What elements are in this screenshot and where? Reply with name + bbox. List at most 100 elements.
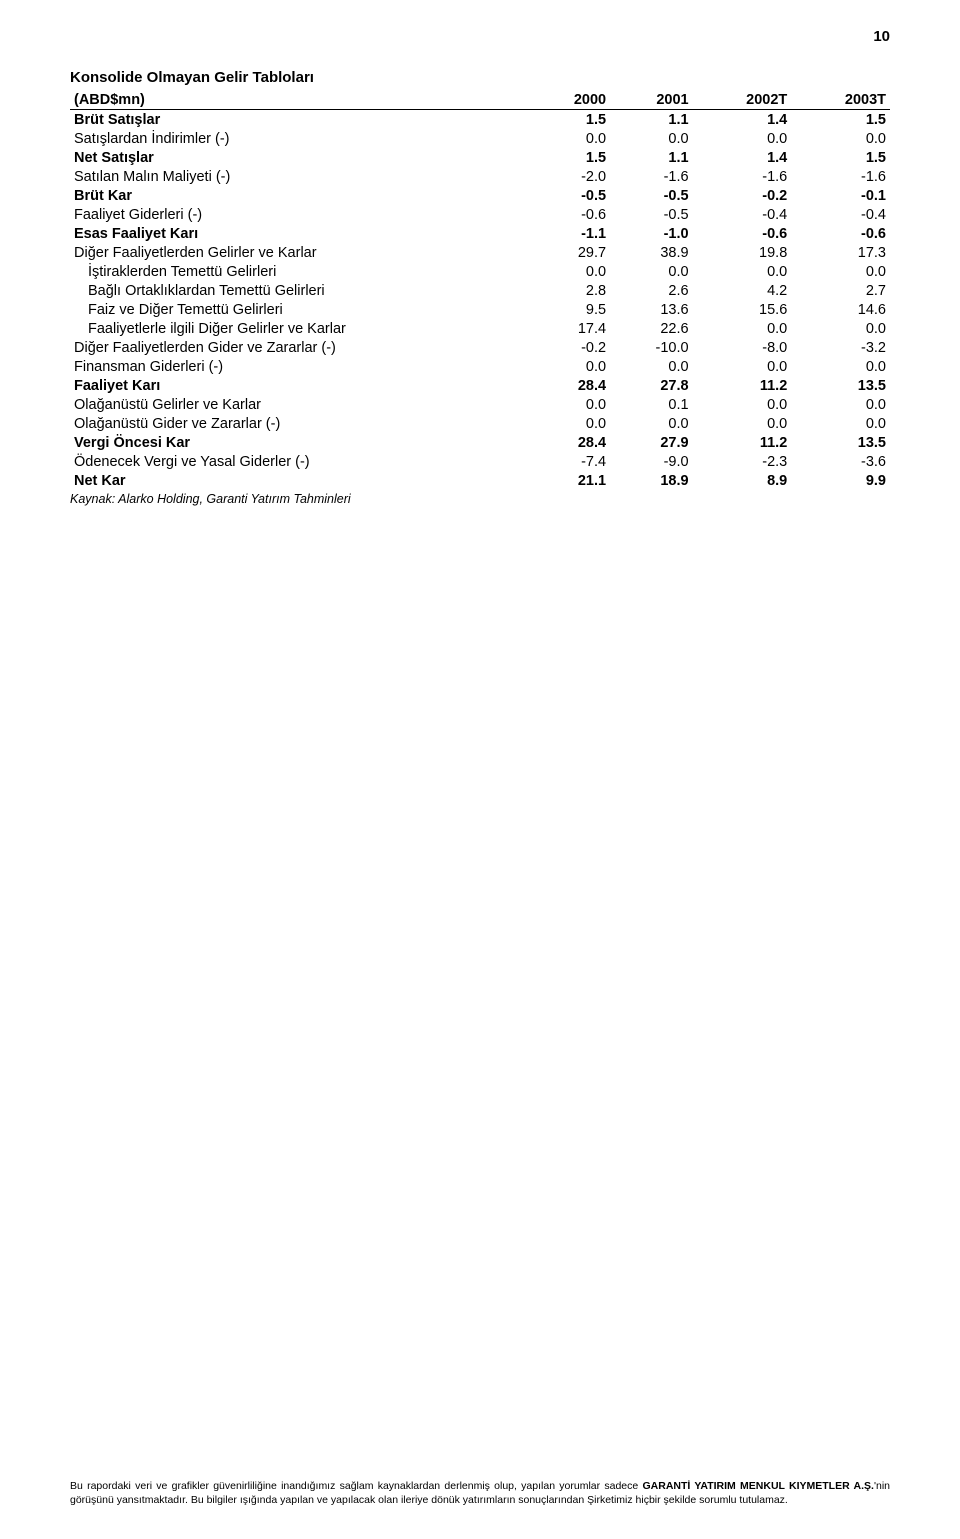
row-value: 0.0 [693, 319, 792, 338]
row-value: 9.5 [529, 300, 610, 319]
row-value: -0.4 [791, 205, 890, 224]
table-row: Ödenecek Vergi ve Yasal Giderler (-)-7.4… [70, 452, 890, 471]
table-row: Faaliyet Giderleri (-)-0.6-0.5-0.4-0.4 [70, 205, 890, 224]
table-title: Konsolide Olmayan Gelir Tabloları [70, 69, 890, 86]
table-source: Kaynak: Alarko Holding, Garanti Yatırım … [70, 492, 890, 506]
row-value: -10.0 [610, 338, 693, 357]
row-label: Vergi Öncesi Kar [70, 433, 529, 452]
row-value: 1.5 [791, 110, 890, 130]
row-value: 17.4 [529, 319, 610, 338]
row-value: -1.1 [529, 224, 610, 243]
row-label: Diğer Faaliyetlerden Gelirler ve Karlar [70, 243, 529, 262]
row-label: Brüt Satışlar [70, 110, 529, 130]
table-row: Olağanüstü Gider ve Zararlar (-)0.00.00.… [70, 414, 890, 433]
row-value: 2.6 [610, 281, 693, 300]
row-label: Net Kar [70, 471, 529, 490]
row-value: 11.2 [693, 433, 792, 452]
row-value: 1.1 [610, 148, 693, 167]
row-value: 0.0 [693, 129, 792, 148]
row-value: 2.8 [529, 281, 610, 300]
row-value: 2.7 [791, 281, 890, 300]
row-label: Faaliyet Giderleri (-) [70, 205, 529, 224]
row-value: 15.6 [693, 300, 792, 319]
row-value: 27.9 [610, 433, 693, 452]
row-value: 0.0 [693, 395, 792, 414]
row-value: -2.3 [693, 452, 792, 471]
table-row: Faiz ve Diğer Temettü Gelirleri9.513.615… [70, 300, 890, 319]
row-value: 0.0 [529, 357, 610, 376]
row-value: -0.1 [791, 186, 890, 205]
row-value: -2.0 [529, 167, 610, 186]
row-value: -0.5 [529, 186, 610, 205]
row-label: Esas Faaliyet Karı [70, 224, 529, 243]
row-value: 27.8 [610, 376, 693, 395]
row-value: 8.9 [693, 471, 792, 490]
document-page: 10 Konsolide Olmayan Gelir Tabloları (AB… [0, 0, 960, 1539]
row-value: -1.6 [693, 167, 792, 186]
row-label: Faaliyetlerle ilgili Diğer Gelirler ve K… [70, 319, 529, 338]
row-value: 1.5 [791, 148, 890, 167]
footer-disclaimer: Bu rapordaki veri ve grafikler güvenirli… [70, 1479, 890, 1507]
row-value: 1.4 [693, 110, 792, 130]
row-value: 0.0 [529, 414, 610, 433]
table-body: Brüt Satışlar1.51.11.41.5Satışlardan İnd… [70, 110, 890, 491]
row-value: 0.0 [791, 129, 890, 148]
row-value: 0.0 [529, 262, 610, 281]
row-value: 0.0 [693, 414, 792, 433]
row-label: Brüt Kar [70, 186, 529, 205]
row-value: -1.6 [610, 167, 693, 186]
row-label: İştiraklerden Temettü Gelirleri [70, 262, 529, 281]
row-value: 19.8 [693, 243, 792, 262]
row-value: 18.9 [610, 471, 693, 490]
row-value: -0.4 [693, 205, 792, 224]
row-value: 13.5 [791, 433, 890, 452]
footer-text: Bu rapordaki veri ve grafikler güvenirli… [70, 1480, 890, 1506]
row-value: 0.0 [610, 414, 693, 433]
row-value: 28.4 [529, 376, 610, 395]
row-value: -7.4 [529, 452, 610, 471]
row-value: -1.6 [791, 167, 890, 186]
row-value: 9.9 [791, 471, 890, 490]
row-label: Finansman Giderleri (-) [70, 357, 529, 376]
row-value: 38.9 [610, 243, 693, 262]
row-label: Faaliyet Karı [70, 376, 529, 395]
row-label: Olağanüstü Gider ve Zararlar (-) [70, 414, 529, 433]
header-label: (ABD$mn) [70, 90, 529, 110]
table-row: Diğer Faaliyetlerden Gelirler ve Karlar2… [70, 243, 890, 262]
table-row: Olağanüstü Gelirler ve Karlar0.00.10.00.… [70, 395, 890, 414]
row-value: -1.0 [610, 224, 693, 243]
page-number: 10 [70, 28, 890, 45]
row-value: -0.6 [693, 224, 792, 243]
row-value: -0.2 [693, 186, 792, 205]
table-row: Bağlı Ortaklıklardan Temettü Gelirleri2.… [70, 281, 890, 300]
row-value: 29.7 [529, 243, 610, 262]
header-col-0: 2000 [529, 90, 610, 110]
row-value: 1.4 [693, 148, 792, 167]
row-label: Ödenecek Vergi ve Yasal Giderler (-) [70, 452, 529, 471]
row-value: 0.0 [791, 319, 890, 338]
row-value: -8.0 [693, 338, 792, 357]
row-value: 11.2 [693, 376, 792, 395]
row-value: 4.2 [693, 281, 792, 300]
row-value: 1.5 [529, 148, 610, 167]
table-row: Esas Faaliyet Karı-1.1-1.0-0.6-0.6 [70, 224, 890, 243]
row-value: 0.0 [610, 129, 693, 148]
row-label: Olağanüstü Gelirler ve Karlar [70, 395, 529, 414]
row-value: 28.4 [529, 433, 610, 452]
row-value: 14.6 [791, 300, 890, 319]
row-value: -3.6 [791, 452, 890, 471]
row-value: 0.0 [791, 414, 890, 433]
table-row: Satılan Malın Maliyeti (-)-2.0-1.6-1.6-1… [70, 167, 890, 186]
header-col-2: 2002T [693, 90, 792, 110]
row-value: -0.5 [610, 186, 693, 205]
row-value: 0.0 [693, 262, 792, 281]
row-value: 13.6 [610, 300, 693, 319]
row-value: 0.0 [610, 262, 693, 281]
table-header-row: (ABD$mn) 2000 2001 2002T 2003T [70, 90, 890, 110]
row-label: Faiz ve Diğer Temettü Gelirleri [70, 300, 529, 319]
row-value: 0.0 [529, 129, 610, 148]
table-row: Faaliyet Karı28.427.811.213.5 [70, 376, 890, 395]
row-value: 0.0 [791, 357, 890, 376]
row-value: -0.6 [791, 224, 890, 243]
row-value: 0.0 [610, 357, 693, 376]
